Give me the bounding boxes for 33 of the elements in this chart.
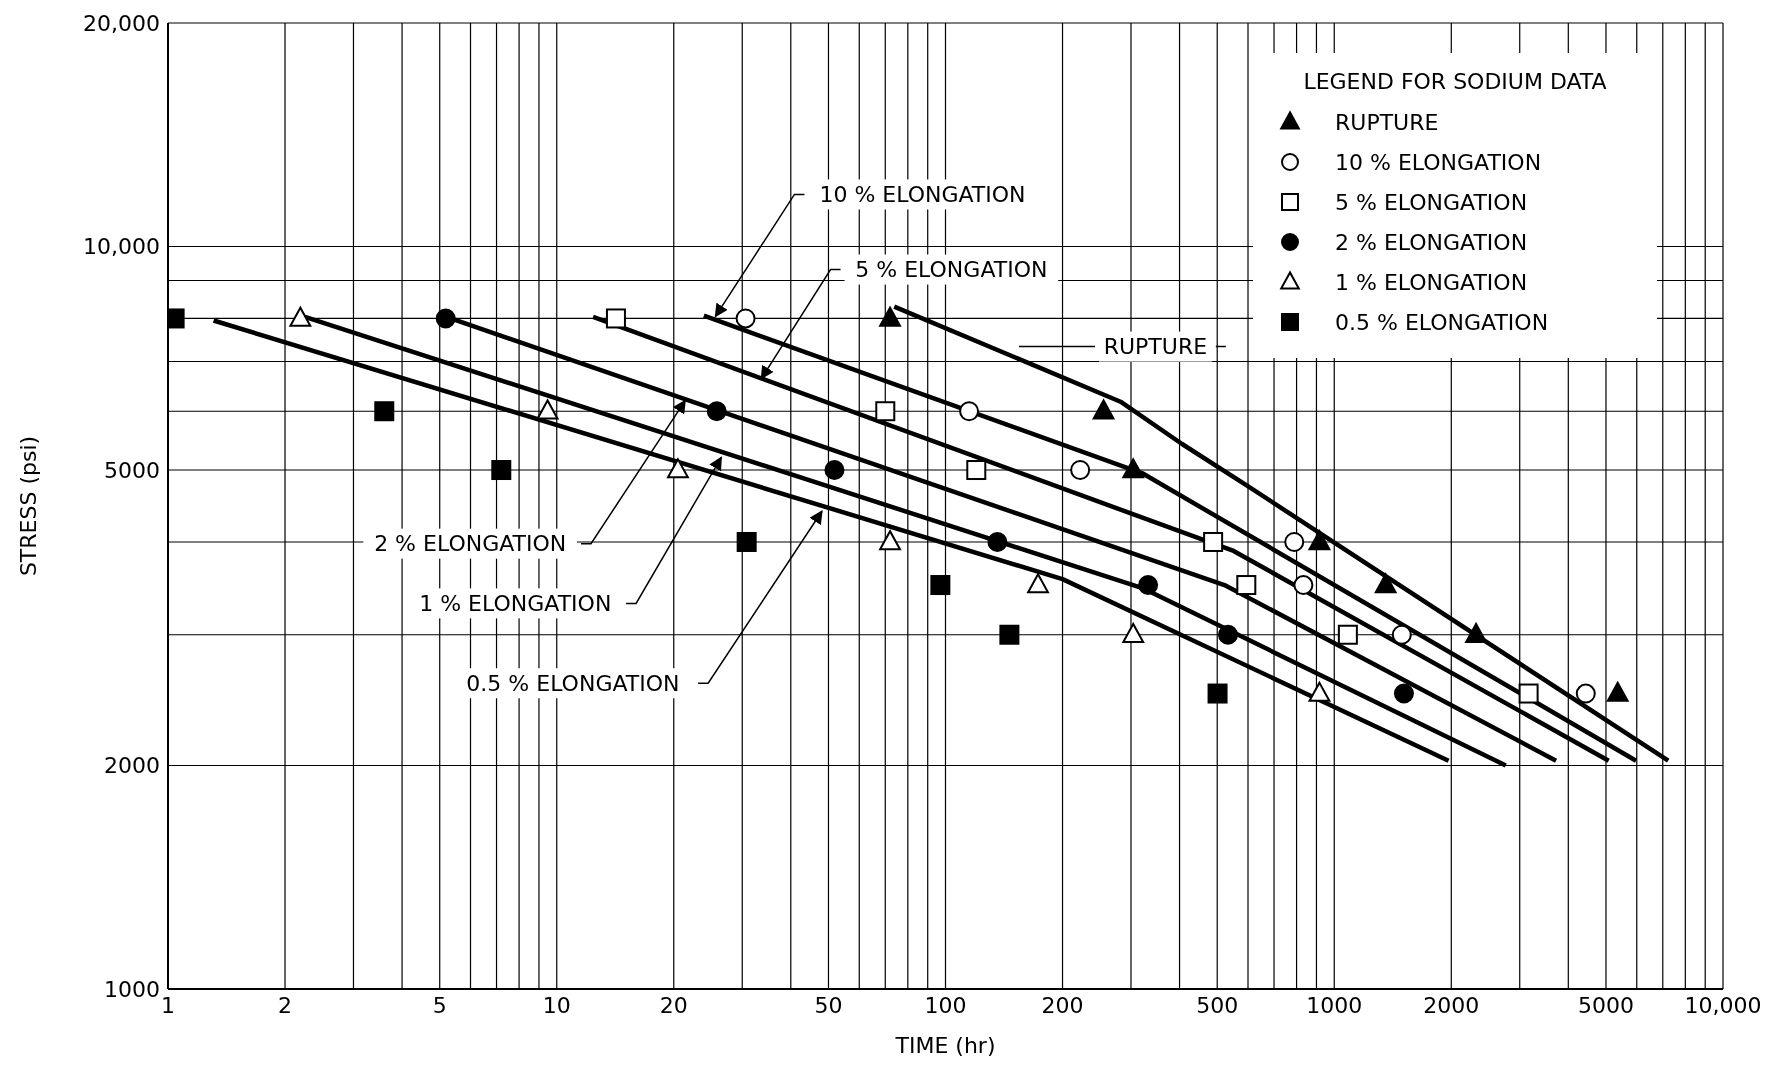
annotation: 10 % ELONGATION [819,181,1026,207]
y-tick-label: 10,000 [83,234,160,260]
x-tick-label: 1000 [1306,992,1363,1018]
annotation: 5 % ELONGATION [855,257,1048,283]
x-tick-label: 500 [1196,992,1239,1018]
legend-label: 0.5 % ELONGATION [1335,309,1549,335]
legend-label: 10 % ELONGATION [1335,149,1542,175]
y-tick-label: 5000 [104,457,160,483]
y-axis-title: STRESS (psi) [15,435,41,577]
x-tick-label: 10 [542,992,571,1018]
x-tick-label: 20 [659,992,688,1018]
x-tick-label: 5000 [1577,992,1634,1018]
x-tick-label: 2000 [1423,992,1480,1018]
x-axis-title: TIME (hr) [894,1033,996,1058]
annotation: 1 % ELONGATION [419,590,612,616]
annotation: RUPTURE [1103,334,1208,360]
x-tick-label: 1 [161,992,175,1018]
legend-label: RUPTURE [1335,109,1439,135]
x-tick-label: 10,000 [1684,992,1762,1018]
x-tick-label: 100 [924,992,967,1018]
x-tick-label: 200 [1041,992,1084,1018]
legend-label: 2 % ELONGATION [1335,229,1528,255]
legend-label: 1 % ELONGATION [1335,269,1528,295]
y-tick-label: 1000 [104,976,160,1002]
annotation: 0.5 % ELONGATION [466,670,680,696]
legend-label: 5 % ELONGATION [1335,189,1528,215]
legend-title: LEGEND FOR SODIUM DATA [1302,69,1608,94]
x-tick-label: 5 [432,992,447,1018]
y-tick-label: 2000 [104,753,160,779]
x-tick-label: 2 [278,992,293,1018]
x-tick-label: 50 [814,992,843,1018]
annotation: 2 % ELONGATION [374,531,567,557]
y-tick-label: 20,000 [83,10,160,36]
